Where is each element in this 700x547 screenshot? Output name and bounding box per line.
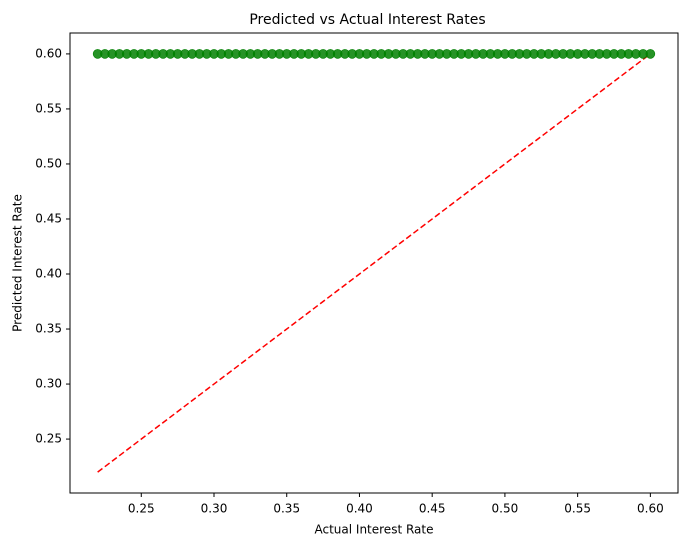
y-axis: 0.25 0.30 0.35 0.40 0.45 0.50 0.55 0.60: [35, 46, 70, 446]
x-axis: 0.25 0.30 0.35 0.40 0.45 0.50 0.55 0.60: [128, 493, 664, 516]
y-tick-label: 0.25: [35, 432, 62, 446]
plot-area: [69, 32, 679, 494]
plot-frame: [69, 32, 679, 494]
reference-line: [97, 53, 651, 473]
x-tick-label: 0.40: [346, 502, 373, 516]
y-tick-label: 0.30: [35, 377, 62, 391]
y-tick-label: 0.55: [35, 101, 62, 115]
x-tick-label: 0.30: [201, 502, 228, 516]
y-tick-label: 0.60: [35, 46, 62, 60]
x-tick-label: 0.55: [564, 502, 591, 516]
chart-title: Predicted vs Actual Interest Rates: [249, 12, 485, 28]
x-tick-label: 0.45: [419, 502, 446, 516]
x-tick-label: 0.25: [128, 502, 155, 516]
data-point: [645, 49, 656, 59]
reference-line-group: [97, 53, 651, 473]
y-tick-label: 0.45: [35, 211, 62, 225]
x-tick-label: 0.50: [492, 502, 519, 516]
y-tick-label: 0.40: [35, 267, 62, 281]
x-tick-label: 0.35: [273, 502, 300, 516]
y-tick-label: 0.50: [35, 156, 62, 170]
data-points: [92, 49, 656, 59]
x-tick-label: 0.60: [637, 502, 664, 516]
y-axis-label: Predicted Interest Rate: [11, 194, 25, 332]
x-axis-label: Actual Interest Rate: [315, 523, 434, 537]
y-tick-label: 0.35: [35, 322, 62, 336]
